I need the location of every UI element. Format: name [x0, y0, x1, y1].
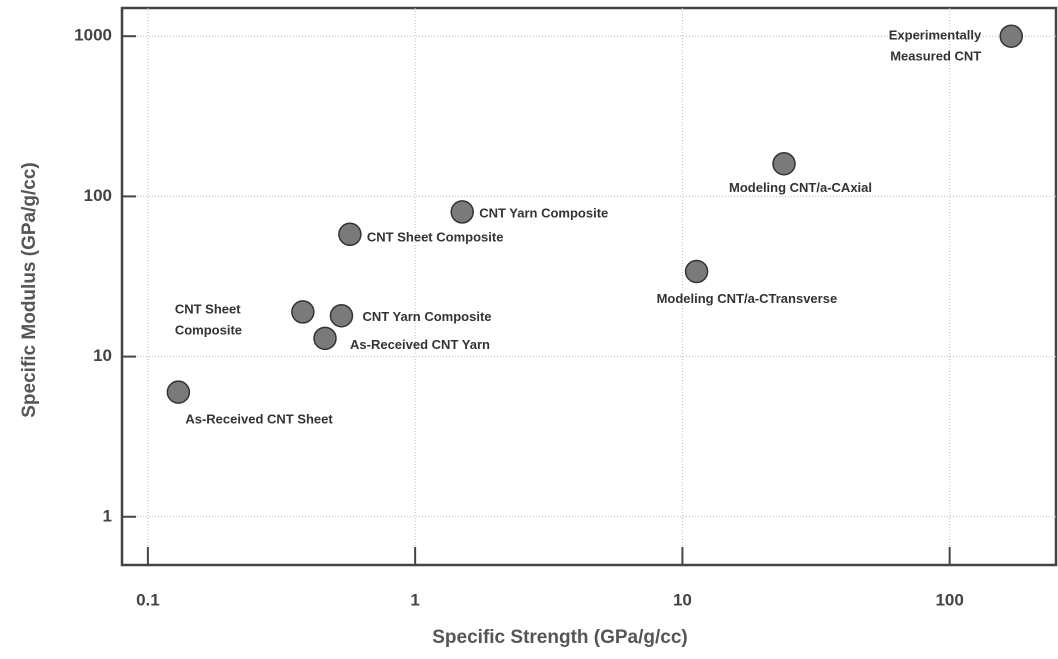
point-label: Modeling CNT/a-CAxial	[729, 180, 872, 195]
point-label: Modeling CNT/a-CTransverse	[657, 291, 838, 306]
y-tick-label: 100	[84, 186, 112, 205]
point-label: CNT Yarn Composite	[479, 205, 608, 220]
point	[166, 380, 191, 404]
point	[772, 151, 796, 176]
point-label: As-Received CNT Yarn	[350, 337, 490, 352]
x-tick-label: 0.1	[136, 590, 160, 609]
y-tick-label: 10	[93, 346, 112, 365]
x-tick-label: 100	[935, 590, 963, 609]
x-tick-label: 10	[673, 590, 692, 609]
x-tick-label: 1	[410, 590, 419, 609]
point-label: Measured CNT	[890, 49, 981, 64]
point	[338, 222, 362, 247]
point-label: As-Received CNT Sheet	[185, 412, 333, 427]
y-tick-label: 1000	[74, 26, 112, 45]
point-label: Composite	[175, 322, 242, 337]
x-axis-title: Specific Strength (GPa/g/cc)	[432, 627, 688, 648]
point-label: CNT Yarn Composite	[362, 309, 491, 324]
point	[329, 303, 354, 328]
point	[291, 300, 315, 324]
point-label: CNT Sheet Composite	[367, 230, 504, 245]
plot-frame	[120, 6, 1058, 567]
y-tick-label: 1	[103, 506, 112, 525]
point	[684, 259, 709, 284]
y-axis-title: Specific Modulus (GPa/g/cc)	[19, 162, 40, 418]
point-label: Experimentally	[889, 28, 982, 43]
point	[450, 200, 474, 224]
point-label: CNT Sheet	[175, 301, 241, 316]
point	[313, 326, 337, 351]
point	[999, 24, 1023, 48]
